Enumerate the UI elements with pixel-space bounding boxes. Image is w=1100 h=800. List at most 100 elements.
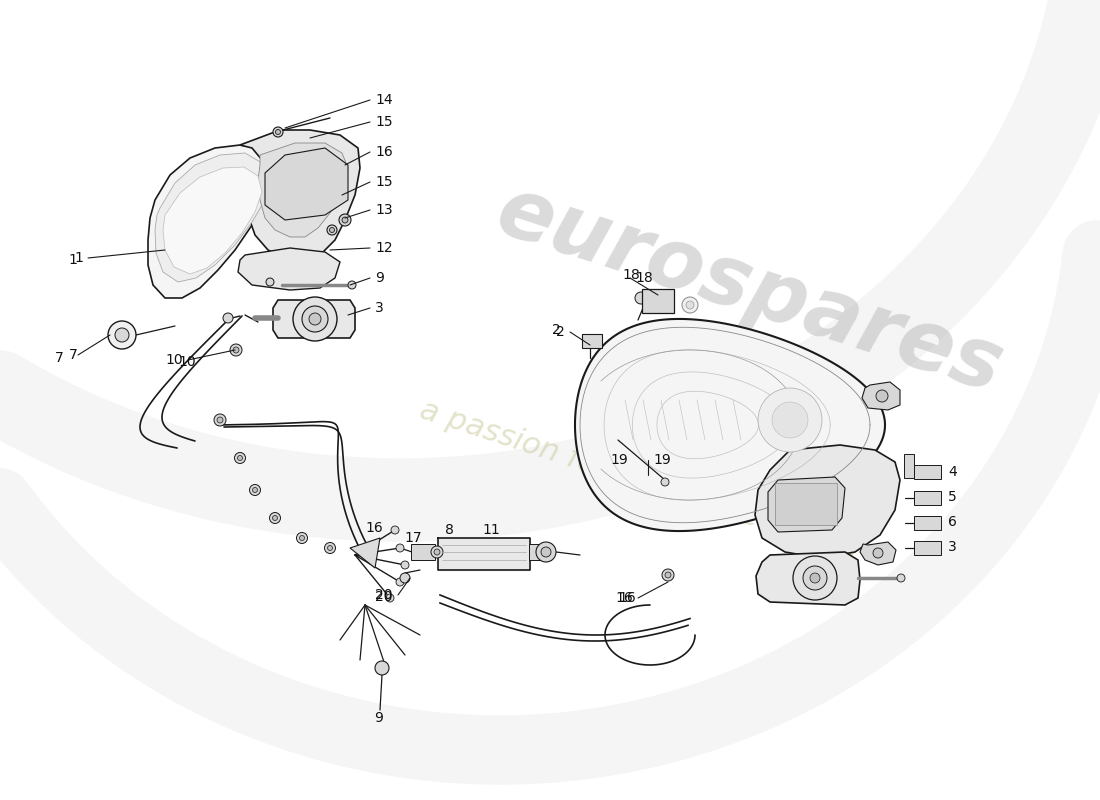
Text: 7: 7 (69, 348, 78, 362)
Circle shape (758, 388, 822, 452)
Text: 2: 2 (552, 323, 561, 337)
Text: 1: 1 (68, 253, 77, 267)
Polygon shape (756, 552, 860, 605)
Circle shape (250, 485, 261, 495)
Circle shape (772, 402, 808, 438)
Text: 8: 8 (446, 523, 454, 537)
Polygon shape (350, 538, 380, 568)
Circle shape (666, 572, 671, 578)
Circle shape (214, 414, 225, 426)
Circle shape (324, 542, 336, 554)
Text: 13: 13 (375, 203, 393, 217)
Circle shape (873, 548, 883, 558)
Circle shape (327, 225, 337, 235)
Polygon shape (768, 477, 845, 532)
Circle shape (275, 130, 280, 134)
Circle shape (266, 278, 274, 286)
Text: 16: 16 (365, 521, 383, 535)
Text: 10: 10 (178, 355, 196, 369)
Circle shape (108, 321, 136, 349)
Circle shape (299, 535, 305, 541)
Circle shape (233, 347, 239, 353)
Text: eurospares: eurospares (487, 170, 1013, 410)
FancyBboxPatch shape (776, 483, 837, 525)
Circle shape (682, 297, 698, 313)
Polygon shape (273, 300, 355, 338)
Circle shape (390, 526, 399, 534)
Circle shape (876, 390, 888, 402)
Polygon shape (258, 143, 348, 237)
Circle shape (400, 573, 410, 583)
Text: 3: 3 (948, 540, 957, 554)
Text: 2: 2 (557, 325, 565, 339)
Circle shape (253, 487, 257, 493)
Text: 16: 16 (375, 145, 393, 159)
Text: 16: 16 (615, 591, 632, 605)
Text: 19: 19 (653, 453, 671, 467)
Circle shape (386, 594, 394, 602)
FancyBboxPatch shape (914, 465, 940, 479)
Circle shape (803, 566, 827, 590)
Circle shape (434, 549, 440, 555)
Circle shape (396, 544, 404, 552)
Text: 20: 20 (375, 590, 393, 604)
Circle shape (635, 292, 647, 304)
Circle shape (541, 547, 551, 557)
Circle shape (302, 306, 328, 332)
FancyBboxPatch shape (529, 544, 551, 560)
Text: 1: 1 (74, 251, 82, 265)
Circle shape (402, 561, 409, 569)
Text: 10: 10 (165, 353, 183, 367)
Text: 5: 5 (948, 490, 957, 504)
Circle shape (896, 574, 905, 582)
Circle shape (431, 546, 443, 558)
FancyBboxPatch shape (904, 454, 914, 478)
Polygon shape (265, 148, 348, 220)
Circle shape (662, 569, 674, 581)
Text: 15: 15 (375, 115, 393, 129)
Polygon shape (755, 445, 900, 558)
Circle shape (342, 217, 348, 223)
Circle shape (309, 313, 321, 325)
Circle shape (810, 573, 820, 583)
Circle shape (536, 542, 556, 562)
Circle shape (270, 513, 280, 523)
Circle shape (339, 214, 351, 226)
Polygon shape (862, 382, 900, 410)
Polygon shape (148, 145, 278, 298)
Polygon shape (238, 248, 340, 290)
Circle shape (375, 661, 389, 675)
FancyBboxPatch shape (914, 541, 940, 555)
Text: 16: 16 (618, 591, 636, 605)
Polygon shape (163, 167, 262, 274)
Circle shape (230, 344, 242, 356)
FancyBboxPatch shape (914, 491, 940, 505)
Text: 6: 6 (948, 515, 957, 529)
FancyBboxPatch shape (914, 516, 940, 530)
Text: 7: 7 (55, 351, 64, 365)
Text: 19: 19 (610, 453, 628, 467)
Polygon shape (860, 542, 896, 565)
Polygon shape (155, 153, 270, 282)
Circle shape (234, 453, 245, 463)
Text: 12: 12 (375, 241, 393, 255)
Circle shape (348, 281, 356, 289)
Circle shape (686, 301, 694, 309)
Circle shape (330, 227, 334, 233)
Text: 11: 11 (482, 523, 499, 537)
Text: 15: 15 (375, 175, 393, 189)
FancyBboxPatch shape (642, 289, 674, 313)
Circle shape (661, 478, 669, 486)
FancyBboxPatch shape (582, 334, 602, 348)
Text: 17: 17 (404, 531, 421, 545)
FancyBboxPatch shape (411, 544, 434, 560)
Circle shape (396, 578, 404, 586)
Text: 3: 3 (375, 301, 384, 315)
Text: a passion for parts since 1985: a passion for parts since 1985 (416, 395, 864, 565)
Text: 20: 20 (375, 588, 393, 602)
Text: 14: 14 (375, 93, 393, 107)
Polygon shape (438, 538, 530, 570)
Text: 9: 9 (374, 711, 383, 725)
Circle shape (297, 533, 308, 543)
Text: 4: 4 (948, 465, 957, 479)
